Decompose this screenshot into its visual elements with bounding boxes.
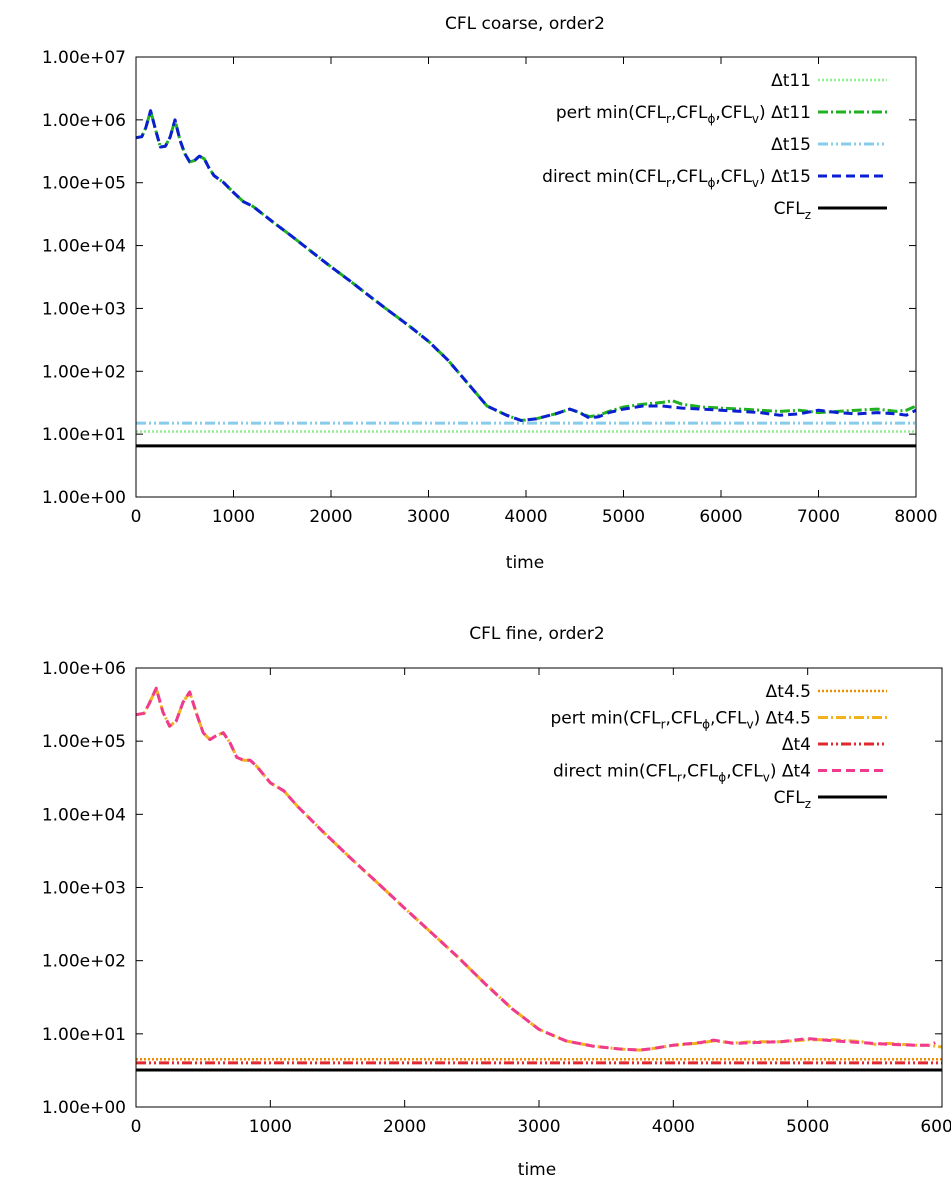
x-tick-label: 7000 [797,507,840,527]
y-tick-label: 1.00e+00 [42,1098,126,1118]
legend: Δt4.5 pert min(CFLr,CFLϕ,CFLv) Δt4.5 Δt4 di… [550,682,887,811]
y-tick-label: 1.00e+04 [42,805,126,825]
x-axis-label: time [506,553,544,573]
x-tick-label: 4000 [652,1117,695,1137]
y-tick-label: 1.00e+01 [42,1025,126,1045]
x-tick-label: 2000 [309,507,352,527]
x-axis-label: time [518,1160,556,1180]
y-tick-label: 1.00e+02 [42,952,126,972]
legend-label: Δt15 [771,135,811,155]
y-tick-label: 1.00e+01 [42,425,126,445]
y-tick-label: 1.00e+04 [42,237,126,257]
series-line-3 [135,109,917,422]
chart-title: CFL coarse, order2 [445,14,605,34]
chart-title: CFL fine, order2 [469,624,604,644]
x-tick-label: 6000 [699,507,742,527]
x-tick-label: 1000 [249,1117,292,1137]
legend-label: Δt4 [782,735,811,755]
y-tick-label: 1.00e+05 [42,174,126,194]
legend-label: pert min(CFLr,CFLϕ,CFLv) Δt4.5 [550,709,811,732]
legend-label: CFLz [774,199,811,222]
chart-coarse: CFL coarse, order2 0 1000 2000 3000 4000 5000… [42,14,938,573]
x-tick-label: 3000 [407,507,450,527]
chart-fine: CFL fine, order2 0 1000 2000 3000 4000 5000 60… [42,624,951,1180]
x-tick-label: 1000 [212,507,255,527]
legend-label: Δt4.5 [766,682,811,702]
x-tick-label: 0 [131,507,142,527]
x-tick-label: 0 [131,1117,142,1137]
y-tick-label: 1.00e+06 [42,659,126,679]
x-tick-label: 5000 [602,507,645,527]
legend-label: pert min(CFLr,CFLϕ,CFLv) Δt11 [556,103,811,126]
legend: Δt11 pert min(CFLr,CFLϕ,CFLv) Δt11 Δt15 dir… [542,71,887,222]
y-tick-label: 1.00e+03 [42,879,126,899]
y-tick-label: 1.00e+06 [42,111,126,131]
legend-label: Δt11 [771,71,811,91]
x-tick-label: 8000 [894,507,937,527]
x-tick-label: 6000 [920,1117,951,1137]
plot-area: 0 1000 2000 3000 4000 5000 6000 7000 8000 1.00e+0… [42,48,938,527]
y-tick-label: 1.00e+07 [42,48,126,68]
y-tick-label: 1.00e+03 [42,299,126,319]
x-tick-label: 4000 [504,507,547,527]
legend-label: CFLz [774,788,811,811]
legend-label: direct min(CFLr,CFLϕ,CFLv) Δt15 [542,167,811,190]
y-tick-label: 1.00e+05 [42,732,126,752]
plot-area: 0 1000 2000 3000 4000 5000 6000 1.00e+00 1.00e+0… [42,659,951,1137]
y-tick-label: 1.00e+00 [42,488,126,508]
x-tick-label: 3000 [517,1117,560,1137]
series-line-3 [135,686,936,1052]
x-tick-label: 5000 [786,1117,829,1137]
x-tick-label: 2000 [383,1117,426,1137]
y-tick-label: 1.00e+02 [42,362,126,382]
legend-label: direct min(CFLr,CFLϕ,CFLv) Δt4 [553,762,811,785]
